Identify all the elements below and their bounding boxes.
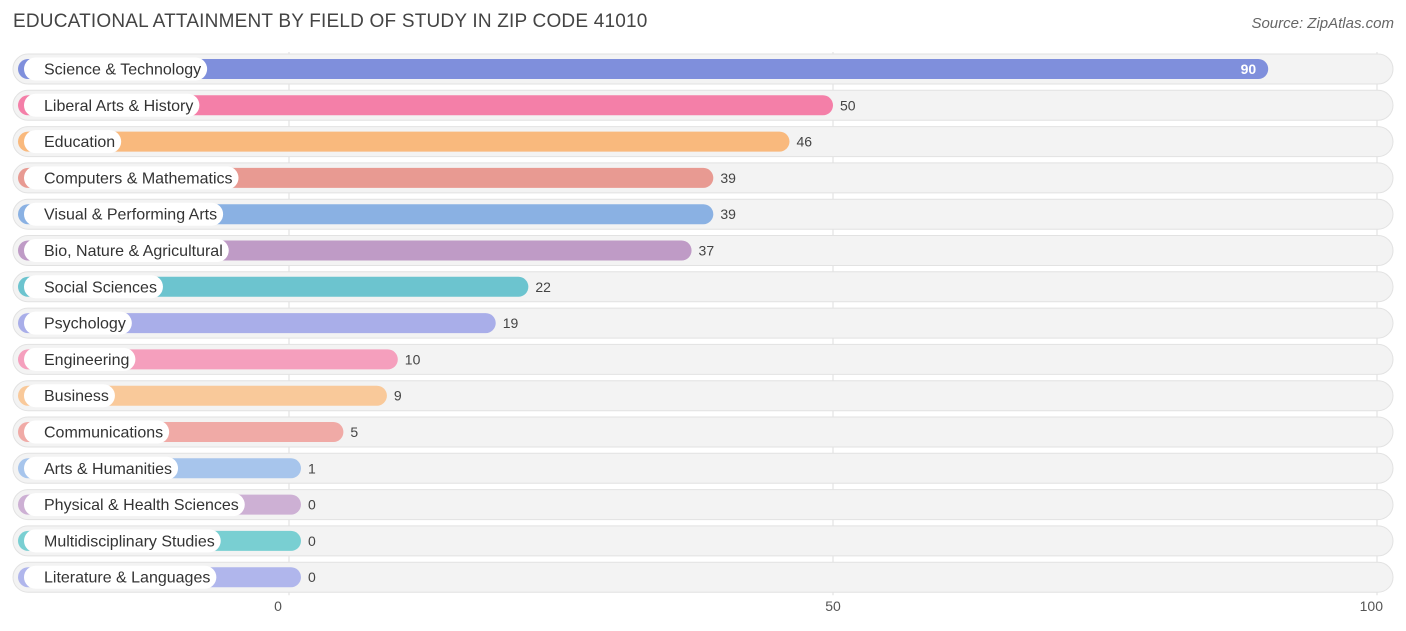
bar-label-psychology: Psychology <box>44 316 126 333</box>
label-pill-psychology <box>24 311 132 335</box>
value-label-computers-mathematics: 39 <box>720 170 736 186</box>
label-pill-computers-mathematics <box>24 166 239 190</box>
bar-science-technology <box>18 59 1269 79</box>
label-pill-education <box>24 130 122 154</box>
bar-label-physical-health-sciences: Physical & Health Sciences <box>44 497 239 514</box>
x-tick-label-0: 0 <box>274 598 282 614</box>
value-label-science-technology: 90 <box>1241 61 1257 77</box>
bar-label-social-sciences: Social Sciences <box>44 279 157 296</box>
value-label-literature-languages: 0 <box>308 569 316 585</box>
row-bg-communications <box>12 416 1394 448</box>
chart-title: EDUCATIONAL ATTAINMENT BY FIELD OF STUDY… <box>13 11 648 32</box>
bar-label-education: Education <box>44 134 115 151</box>
row-bg-multidisciplinary-studies <box>12 525 1394 557</box>
value-label-education: 46 <box>796 134 812 150</box>
value-label-social-sciences: 22 <box>535 279 551 295</box>
label-pill-liberal-arts-history <box>24 93 200 117</box>
label-pill-visual-performing-arts <box>24 202 224 226</box>
x-tick-label-100: 100 <box>1360 598 1384 614</box>
bar-label-liberal-arts-history: Liberal Arts & History <box>44 98 193 115</box>
bar-label-bio-nature-agricultural: Bio, Nature & Agricultural <box>44 243 223 260</box>
bar-label-computers-mathematics: Computers & Mathematics <box>44 170 233 187</box>
bar-education <box>18 131 790 152</box>
value-label-communications: 5 <box>350 424 358 440</box>
value-label-arts-humanities: 1 <box>308 460 316 476</box>
bar-liberal-arts-history <box>18 95 833 116</box>
bar-label-communications: Communications <box>44 425 163 442</box>
bar-label-arts-humanities: Arts & Humanities <box>44 461 172 478</box>
row-bg-physical-health-sciences <box>12 489 1394 521</box>
label-pill-engineering <box>24 347 136 371</box>
row-bg-arts-humanities <box>12 452 1394 484</box>
value-label-physical-health-sciences: 0 <box>308 497 316 513</box>
bar-label-literature-languages: Literature & Languages <box>44 570 210 587</box>
bar-psychology <box>18 313 496 334</box>
label-pill-physical-health-sciences <box>24 493 245 517</box>
bar-label-engineering: Engineering <box>44 352 129 369</box>
label-pill-arts-humanities <box>24 456 179 480</box>
bar-label-business: Business <box>44 388 109 405</box>
value-label-bio-nature-agricultural: 37 <box>699 243 715 259</box>
value-label-engineering: 10 <box>405 351 421 367</box>
label-pill-business <box>24 384 115 408</box>
bar-label-visual-performing-arts: Visual & Performing Arts <box>44 207 217 224</box>
x-tick-label-50: 50 <box>825 598 841 614</box>
value-label-multidisciplinary-studies: 0 <box>308 533 316 549</box>
value-label-business: 9 <box>394 388 402 404</box>
source-label: Source: ZipAtlas.com <box>1251 15 1394 32</box>
label-pill-communications <box>24 420 170 444</box>
value-label-liberal-arts-history: 50 <box>840 97 856 113</box>
bar-label-multidisciplinary-studies: Multidisciplinary Studies <box>44 533 215 550</box>
row-bg-literature-languages <box>12 561 1394 593</box>
bar-label-science-technology: Science & Technology <box>44 62 201 79</box>
label-pill-bio-nature-agricultural <box>24 239 229 262</box>
label-pill-science-technology <box>24 57 208 81</box>
label-pill-social-sciences <box>24 275 163 299</box>
label-pill-literature-languages <box>24 565 217 589</box>
label-pill-multidisciplinary-studies <box>24 529 221 553</box>
value-label-visual-performing-arts: 39 <box>720 206 736 222</box>
value-label-psychology: 19 <box>503 315 519 331</box>
